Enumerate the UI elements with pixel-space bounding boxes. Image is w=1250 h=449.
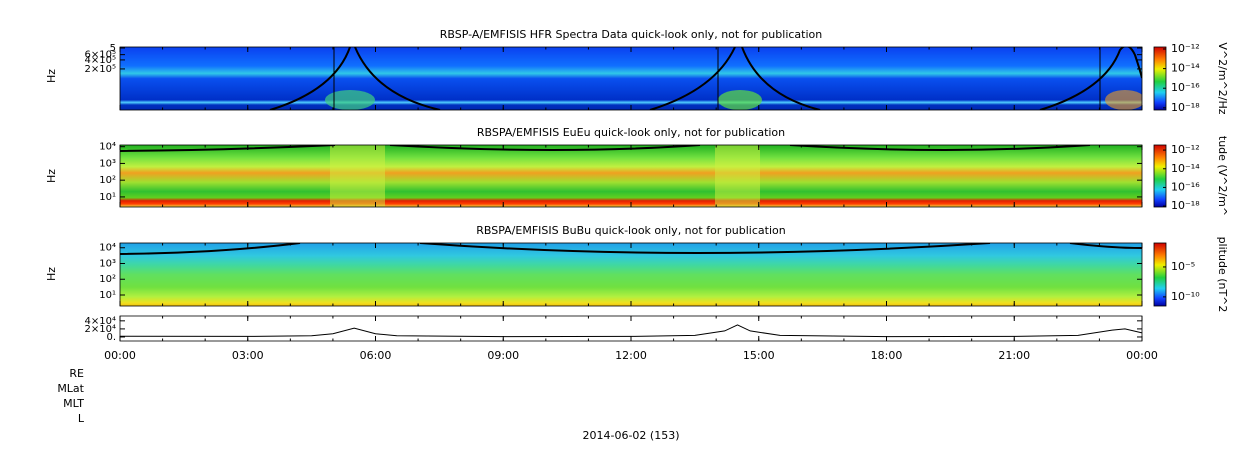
x-axis-label: 2014-06-02 (153) bbox=[582, 429, 679, 442]
y-axis-label: Hz bbox=[45, 267, 58, 281]
y-tick-label: 10¹ bbox=[99, 290, 116, 301]
colorbar bbox=[1153, 242, 1167, 307]
ephemeris-label: MLat bbox=[57, 382, 84, 395]
colorbar bbox=[1153, 144, 1167, 208]
colorbar bbox=[1153, 46, 1167, 111]
x-tick-label: 06:00 bbox=[360, 349, 392, 362]
panel-title: RBSP-A/EMFISIS HFR Spectra Data quick-lo… bbox=[440, 28, 823, 41]
decorations bbox=[120, 47, 1142, 255]
colorbar-tick-label: 10⁻¹⁶ bbox=[1171, 180, 1200, 193]
colorbar-tick-label: 10⁻¹⁰ bbox=[1171, 290, 1200, 303]
ephemeris-label: RE bbox=[69, 367, 84, 380]
x-tick-label: 00:00 bbox=[104, 349, 136, 362]
x-tick-label: 00:00 bbox=[1126, 349, 1158, 362]
colorbar-tick-label: 10⁻¹² bbox=[1171, 143, 1200, 156]
y-tick-label: 10³ bbox=[99, 258, 116, 269]
ephemeris-label: MLT bbox=[63, 397, 84, 410]
colorbar-tick-label: 10⁻¹⁸ bbox=[1171, 101, 1200, 114]
spectrogram-layer bbox=[120, 47, 1142, 306]
y-tick-label: 6×10⁵ bbox=[85, 50, 116, 61]
colorbar-tick-label: 10⁻¹⁸ bbox=[1171, 199, 1200, 212]
y-tick-label: 4×10⁵ bbox=[85, 55, 116, 66]
y-tick-label: 10³ bbox=[99, 158, 116, 169]
y-tick-label: 10² bbox=[99, 175, 116, 186]
y-tick-label: 4×10⁴ bbox=[85, 316, 116, 327]
colorbar-label: V^2/m^2/Hz bbox=[1216, 42, 1229, 114]
spectrogram bbox=[120, 243, 1142, 306]
y-tick-label: 5 bbox=[110, 43, 116, 54]
ephemeris-label: L bbox=[78, 412, 85, 425]
y-tick-label: 10² bbox=[99, 274, 116, 285]
spectrogram bbox=[120, 145, 1142, 207]
colorbar-tick-label: 10⁻⁵ bbox=[1171, 260, 1195, 273]
colorbar-label: tude (V^2/m^ bbox=[1216, 136, 1229, 216]
y-tick-label: 10⁴ bbox=[99, 142, 116, 153]
x-tick-label: 18:00 bbox=[871, 349, 903, 362]
colorbar-tick-label: 10⁻¹⁶ bbox=[1171, 81, 1200, 94]
y-tick-label: 10¹ bbox=[99, 192, 116, 203]
x-tick-label: 03:00 bbox=[232, 349, 264, 362]
y-axis-label: Hz bbox=[45, 169, 58, 183]
panel-title: RBSPA/EMFISIS EuEu quick-look only, not … bbox=[477, 126, 785, 139]
colorbar-tick-label: 10⁻¹⁴ bbox=[1171, 62, 1200, 75]
line-series bbox=[119, 324, 1143, 338]
y-tick-label: 0. bbox=[106, 332, 116, 343]
x-tick-label: 09:00 bbox=[487, 349, 519, 362]
y-tick-label: 2×10⁴ bbox=[85, 324, 116, 335]
x-tick-label: 12:00 bbox=[615, 349, 647, 362]
x-tick-label: 21:00 bbox=[998, 349, 1030, 362]
colorbar-tick-label: 10⁻¹⁴ bbox=[1171, 162, 1200, 175]
colorbar-label: plitude (nT^2 bbox=[1216, 237, 1229, 313]
y-axis-label: Hz bbox=[45, 69, 58, 83]
spectrogram bbox=[120, 47, 1142, 110]
colorbar-tick-label: 10⁻¹² bbox=[1171, 42, 1200, 55]
y-tick-label: 10⁴ bbox=[99, 243, 116, 254]
y-tick-label: 2×10⁵ bbox=[85, 64, 116, 75]
panel-title: RBSPA/EMFISIS BuBu quick-look only, not … bbox=[476, 224, 786, 237]
x-tick-label: 15:00 bbox=[743, 349, 775, 362]
